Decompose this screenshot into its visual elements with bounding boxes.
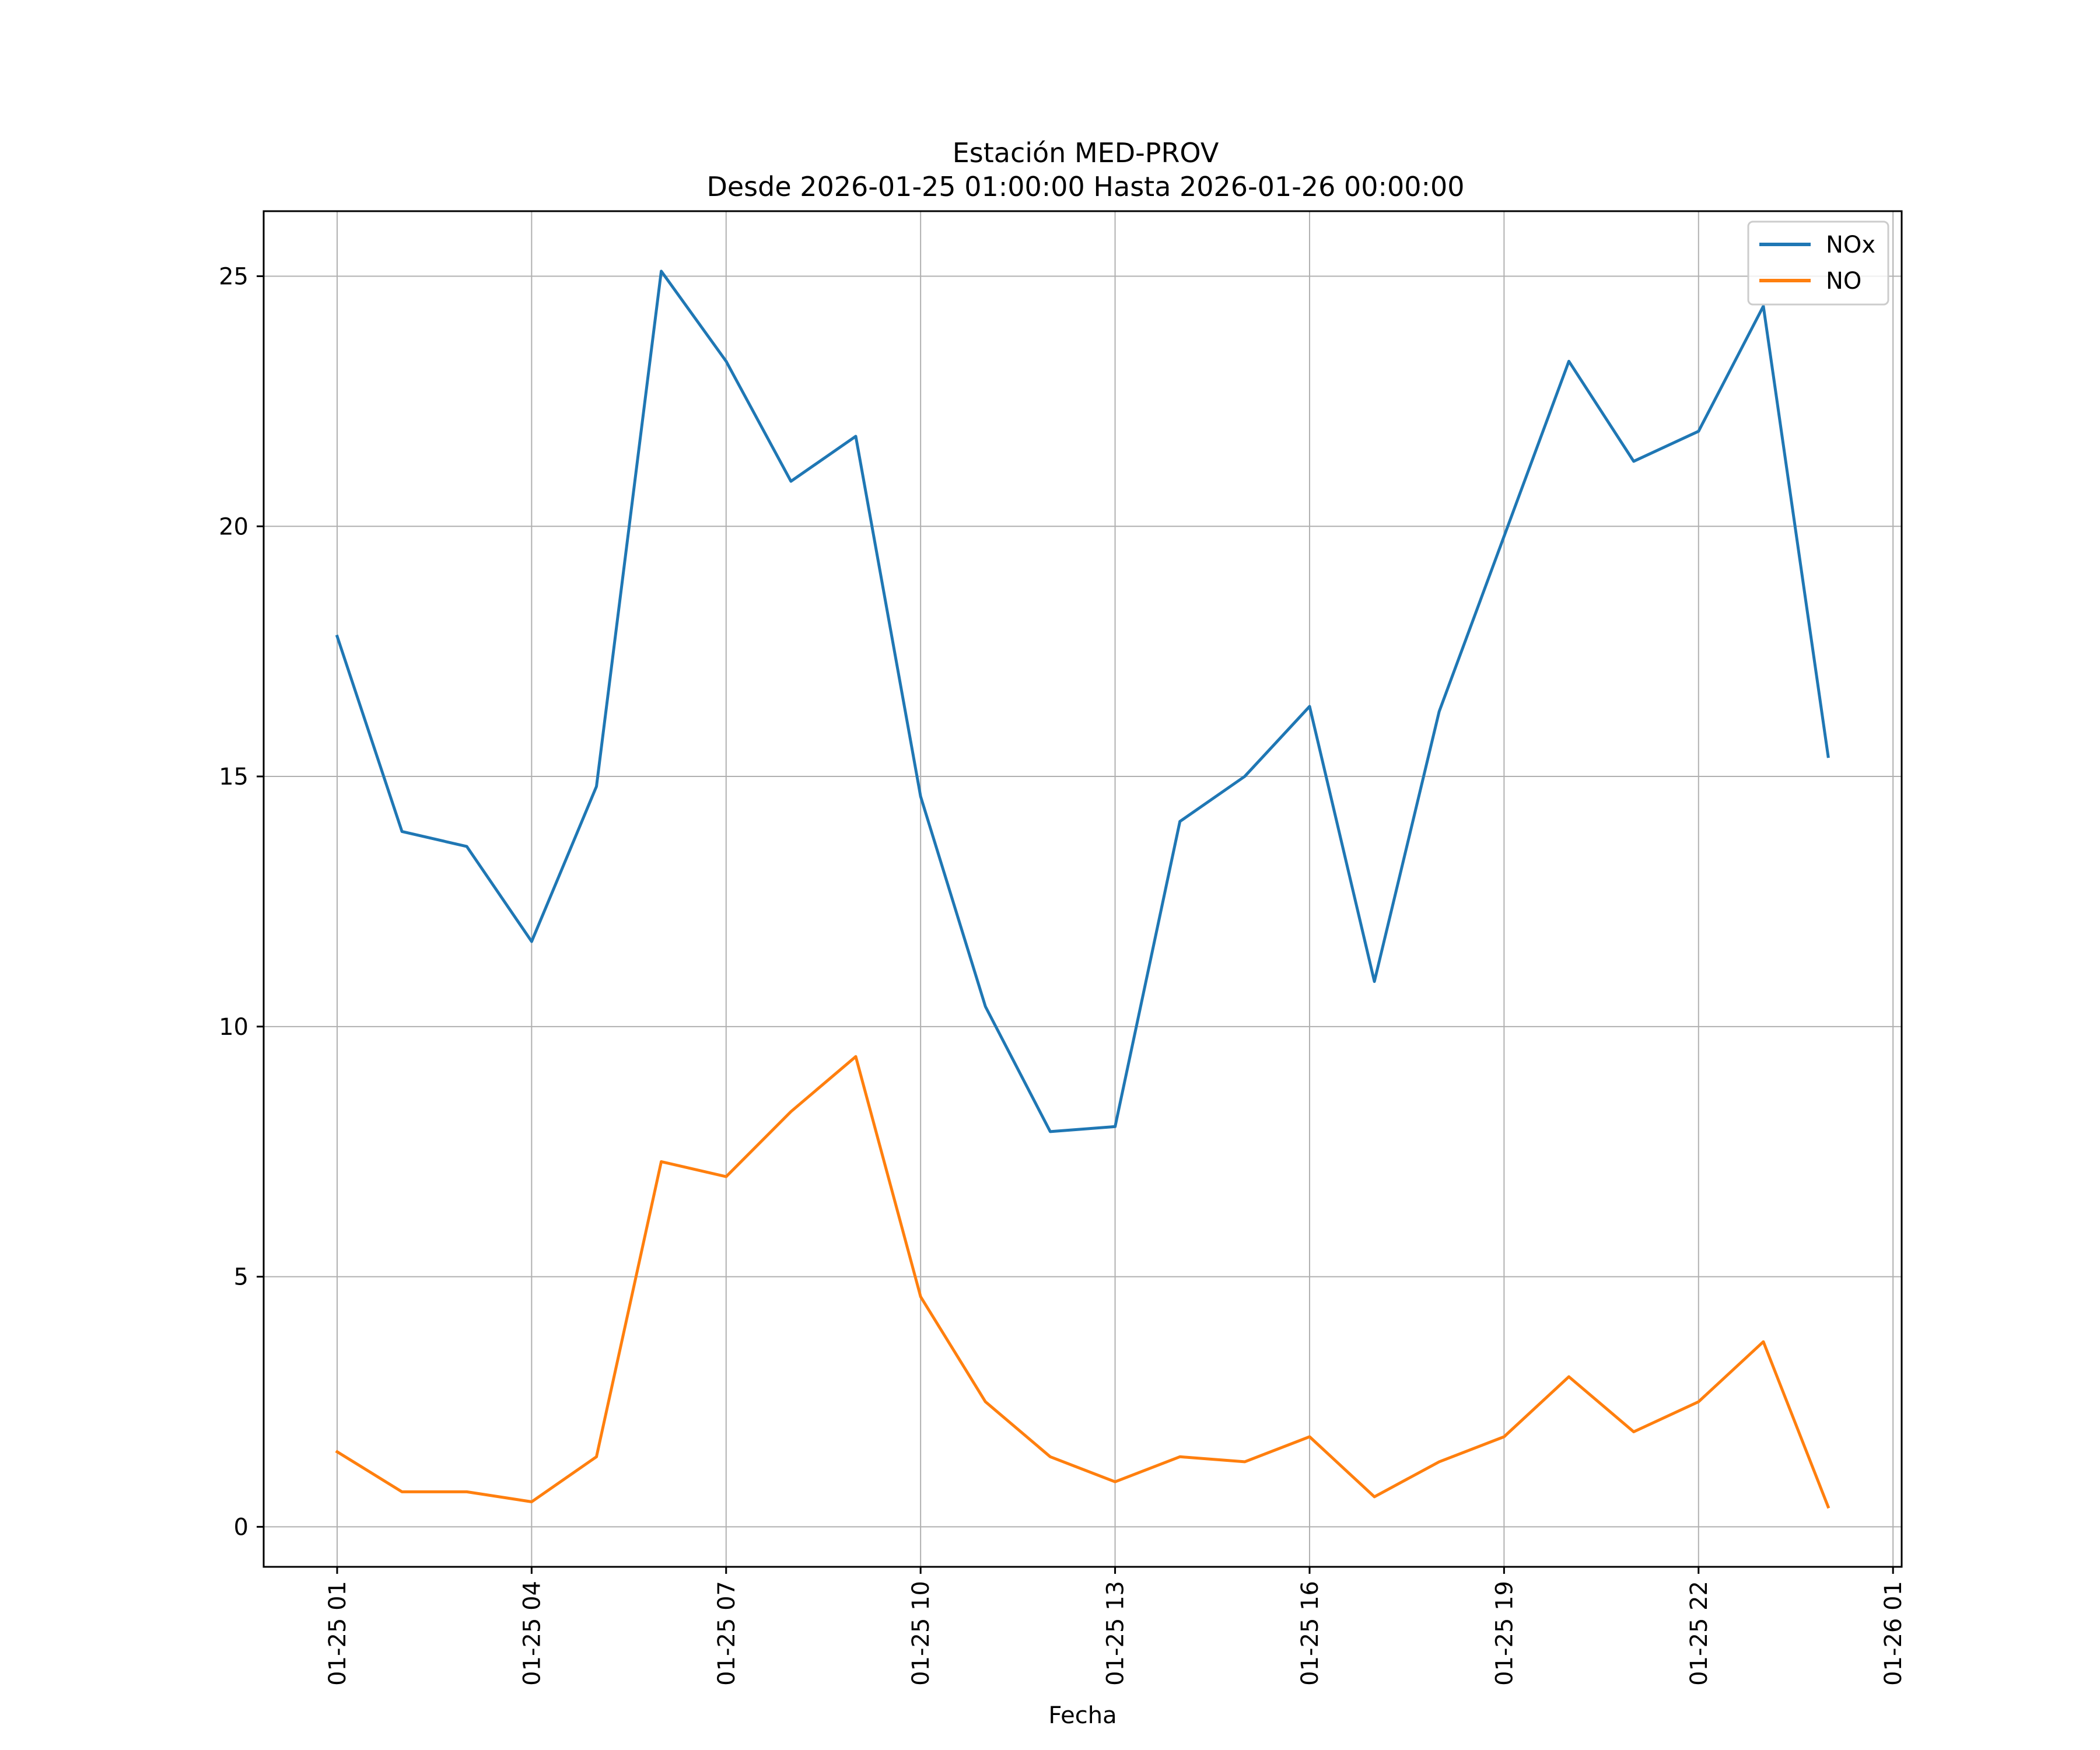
- y-tick-label: 0: [234, 1514, 249, 1541]
- x-tick-label: 01-25 04: [519, 1581, 545, 1686]
- y-tick-label: 10: [219, 1014, 249, 1041]
- x-tick-label: 01-25 16: [1297, 1581, 1324, 1686]
- x-tick-label: 01-25 07: [713, 1581, 740, 1686]
- grid: [264, 211, 1902, 1567]
- chart-title: Estación MED-PROV: [953, 137, 1219, 169]
- x-tick-label: 01-26 01: [1880, 1581, 1907, 1686]
- x-tick-label: 01-25 22: [1686, 1581, 1713, 1686]
- x-tick-label: 01-25 13: [1102, 1581, 1129, 1686]
- x-tick-label: 01-25 01: [324, 1581, 351, 1686]
- legend-label-no: NO: [1826, 268, 1861, 295]
- y-axis: 0 5 10 15 20 25: [219, 263, 264, 1541]
- x-tick-label: 01-25 19: [1491, 1581, 1518, 1686]
- x-axis: 01-25 01 01-25 04 01-25 07 01-25 10 01-25 13…: [324, 1567, 1907, 1686]
- y-tick-label: 20: [219, 513, 249, 540]
- x-axis-label: Fecha: [1048, 1702, 1116, 1729]
- series-group: [335, 270, 1831, 1509]
- series-line-no: [335, 1055, 1831, 1509]
- chart-subtitle: Desde 2026-01-25 01:00:00 Hasta 2026-01-…: [706, 171, 1464, 202]
- legend: NOx NO: [1747, 220, 1889, 306]
- x-tick-label: 01-25 10: [908, 1581, 935, 1686]
- y-tick-label: 5: [234, 1264, 249, 1291]
- legend-label-nox: NOx: [1826, 232, 1875, 258]
- plot-frame: [262, 210, 1903, 1568]
- y-tick-label: 25: [219, 263, 249, 290]
- legend-frame: [1747, 220, 1889, 306]
- y-tick-label: 15: [219, 764, 249, 790]
- series-line-nox: [335, 270, 1830, 1133]
